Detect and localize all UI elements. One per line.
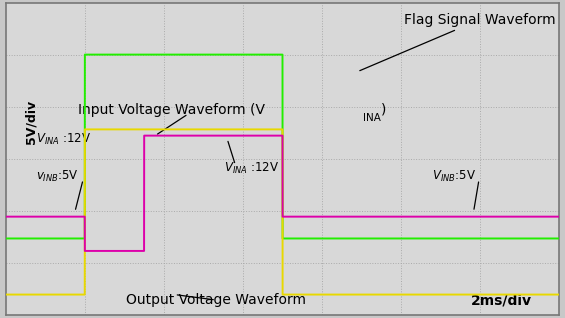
Text: Input Voltage Waveform (V: Input Voltage Waveform (V [77, 103, 264, 117]
Text: ): ) [381, 103, 386, 117]
Text: $v_{INB}$:5V: $v_{INB}$:5V [36, 169, 79, 184]
Text: Flag Signal Waveform: Flag Signal Waveform [360, 12, 556, 71]
Text: 2ms/div: 2ms/div [471, 293, 532, 307]
Text: 5V/div: 5V/div [24, 100, 37, 144]
Text: $V_{INA}$ :12V: $V_{INA}$ :12V [224, 161, 280, 176]
Text: INA: INA [363, 113, 381, 122]
Text: $V_{INA}$ :12V: $V_{INA}$ :12V [36, 132, 92, 147]
Text: $V_{INB}$:5V: $V_{INB}$:5V [432, 169, 476, 184]
Text: Output Voltage Waveform: Output Voltage Waveform [126, 293, 306, 307]
